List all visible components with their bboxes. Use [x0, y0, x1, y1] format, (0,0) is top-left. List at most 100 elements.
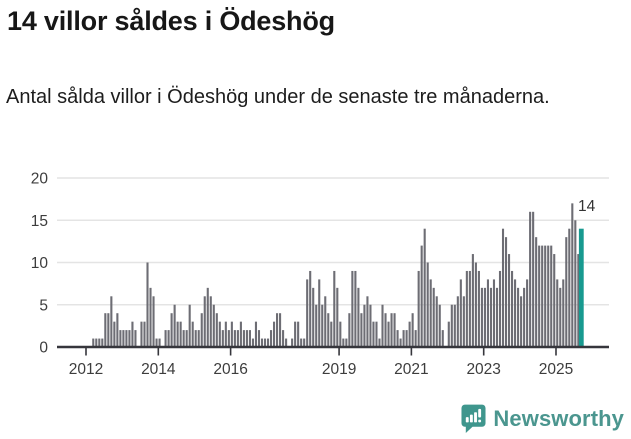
- month-bar: [447, 321, 450, 347]
- y-axis-label-0: 0: [39, 340, 48, 357]
- month-bar: [215, 313, 218, 347]
- month-bar: [369, 304, 372, 347]
- month-bar: [562, 279, 565, 347]
- month-bar: [143, 321, 146, 347]
- month-bar: [336, 287, 339, 347]
- month-bar: [173, 304, 176, 347]
- month-bar: [164, 330, 167, 347]
- month-bar: [272, 321, 276, 347]
- month-bar: [146, 262, 149, 347]
- month-bar: [441, 330, 444, 347]
- month-bar: [95, 338, 98, 347]
- month-bar: [279, 313, 282, 347]
- month-bar: [200, 313, 203, 347]
- month-bar: [514, 279, 517, 347]
- month-bar: [381, 304, 384, 347]
- month-bar: [456, 296, 459, 347]
- month-bar: [309, 270, 312, 347]
- month-bar: [538, 245, 541, 347]
- month-bar: [571, 203, 574, 347]
- month-bar: [260, 338, 264, 347]
- month-bar: [414, 330, 417, 347]
- month-bar: [507, 254, 511, 347]
- y-axis-label-20: 20: [31, 171, 49, 188]
- month-bar: [176, 321, 179, 347]
- newsworthy-logo-text: Newsworthy: [493, 406, 624, 431]
- month-bar: [303, 338, 306, 347]
- month-bar: [393, 313, 396, 347]
- month-bar: [107, 313, 110, 347]
- month-bar: [568, 228, 571, 347]
- month-bar: [254, 321, 258, 347]
- month-bar: [378, 338, 381, 347]
- month-bar: [257, 330, 261, 347]
- month-bar: [559, 287, 562, 347]
- month-bar: [294, 321, 297, 347]
- month-bar: [520, 296, 523, 347]
- month-bar: [125, 330, 128, 347]
- month-bar: [269, 330, 273, 347]
- y-axis-label-5: 5: [39, 297, 48, 314]
- month-bar: [411, 313, 414, 347]
- x-axis-label-2021: 2021: [394, 361, 428, 378]
- month-bar: [140, 321, 143, 347]
- month-bar: [239, 321, 242, 347]
- month-bar: [462, 296, 465, 347]
- month-bar: [182, 330, 185, 347]
- month-bar: [402, 330, 405, 347]
- month-bar: [282, 330, 285, 347]
- month-bar: [315, 304, 318, 347]
- x-axis-label-2014: 2014: [141, 361, 176, 378]
- month-bar: [468, 270, 471, 347]
- month-bar: [489, 287, 493, 347]
- x-axis-label-2016: 2016: [213, 361, 247, 378]
- month-bar: [134, 330, 137, 347]
- month-bar: [194, 330, 197, 347]
- month-bar: [426, 262, 429, 347]
- month-bar: [372, 321, 375, 347]
- highlighted-month-bar: [578, 228, 584, 347]
- month-bar: [399, 338, 402, 347]
- month-bar: [577, 254, 580, 347]
- month-bar: [420, 245, 423, 347]
- month-bar: [218, 321, 221, 347]
- month-bar: [197, 330, 200, 347]
- month-bar: [432, 287, 435, 347]
- month-bar: [321, 304, 324, 347]
- month-bar: [547, 245, 550, 347]
- month-bar: [544, 245, 547, 347]
- sales-bar-chart: 0 5 10 15 20 2012 2014 2016 2019 2021 2023 2025 14: [31, 171, 609, 378]
- month-bar: [526, 279, 529, 347]
- month-bar: [417, 270, 420, 347]
- month-bar: [550, 245, 553, 347]
- month-bar: [360, 313, 363, 347]
- month-bar: [318, 279, 321, 347]
- month-bar: [363, 304, 366, 347]
- y-axis-label-10: 10: [31, 255, 49, 272]
- month-bar: [517, 287, 520, 347]
- month-bar: [98, 338, 101, 347]
- month-bar: [345, 338, 348, 347]
- month-bar: [504, 237, 508, 347]
- month-bar: [236, 330, 239, 347]
- month-bar: [492, 279, 496, 347]
- month-bar: [471, 254, 474, 347]
- month-bar: [206, 287, 209, 347]
- month-bar: [227, 330, 230, 347]
- newsworthy-logo-icon: [461, 404, 486, 434]
- month-bar: [523, 287, 526, 347]
- month-bar: [179, 321, 182, 347]
- month-bar: [541, 245, 544, 347]
- month-bar: [408, 321, 411, 347]
- month-bar: [498, 270, 502, 347]
- month-bar: [474, 262, 477, 347]
- month-bar: [375, 321, 378, 347]
- month-bar: [245, 330, 248, 347]
- x-axis-label-2025: 2025: [539, 361, 573, 378]
- newsworthy-logo[interactable]: Newsworthy: [461, 404, 624, 434]
- month-bar: [480, 287, 483, 347]
- last-value-annotation: 14: [578, 198, 596, 215]
- month-bar: [453, 304, 456, 347]
- month-bar: [276, 313, 279, 347]
